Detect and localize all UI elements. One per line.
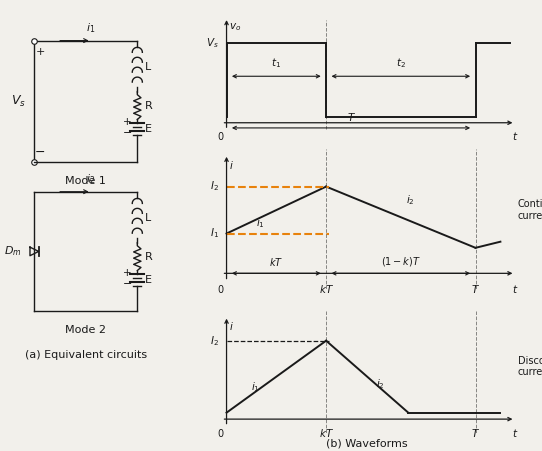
Text: $t$: $t$ xyxy=(512,282,519,295)
Text: L: L xyxy=(145,62,152,72)
Text: $t$: $t$ xyxy=(512,428,519,439)
Text: $kT$: $kT$ xyxy=(319,282,334,295)
Text: $T$: $T$ xyxy=(346,111,356,123)
Text: +: + xyxy=(35,47,45,57)
Text: (a) Equivalent circuits: (a) Equivalent circuits xyxy=(25,350,147,359)
Text: $t_2$: $t_2$ xyxy=(396,56,406,70)
Text: $0$: $0$ xyxy=(217,282,224,295)
Text: +: + xyxy=(122,117,131,127)
Text: $i_2$: $i_2$ xyxy=(376,377,385,391)
Text: +: + xyxy=(122,268,131,278)
Text: Continuous
current: Continuous current xyxy=(518,199,542,221)
Text: $I_2$: $I_2$ xyxy=(210,179,219,193)
Text: $i_1$: $i_1$ xyxy=(256,216,265,230)
Text: $i_2$: $i_2$ xyxy=(86,172,95,186)
Text: L: L xyxy=(145,213,152,223)
Text: E: E xyxy=(145,124,152,134)
Text: $kT$: $kT$ xyxy=(269,256,283,268)
Text: $kT$: $kT$ xyxy=(319,428,334,439)
Text: $-$: $-$ xyxy=(122,277,132,287)
Text: Discontinuous
current: Discontinuous current xyxy=(518,356,542,377)
Text: $v_o$: $v_o$ xyxy=(229,21,241,33)
Text: $V_s$: $V_s$ xyxy=(207,36,219,50)
Text: R: R xyxy=(145,252,153,262)
Text: $T$: $T$ xyxy=(471,428,480,439)
Text: $i_1$: $i_1$ xyxy=(86,21,95,35)
Text: $I_2$: $I_2$ xyxy=(210,334,219,348)
Text: $-$: $-$ xyxy=(35,145,46,157)
Text: Mode 1: Mode 1 xyxy=(66,176,106,186)
Text: $i$: $i$ xyxy=(229,159,234,171)
Text: Mode 2: Mode 2 xyxy=(66,325,106,335)
Text: $-$: $-$ xyxy=(122,126,132,136)
Text: $t$: $t$ xyxy=(512,130,519,142)
Text: $I_1$: $I_1$ xyxy=(210,227,219,240)
Text: R: R xyxy=(145,101,153,110)
Text: E: E xyxy=(145,275,152,285)
Text: $T$: $T$ xyxy=(471,282,480,295)
Text: $0$: $0$ xyxy=(217,428,224,439)
Text: $i_1$: $i_1$ xyxy=(251,381,260,394)
Text: $0$: $0$ xyxy=(217,130,224,142)
Text: $t_1$: $t_1$ xyxy=(272,56,281,70)
Text: $i$: $i$ xyxy=(229,320,234,332)
Text: $i_2$: $i_2$ xyxy=(406,193,415,207)
Text: (b) Waveforms: (b) Waveforms xyxy=(326,439,408,449)
Text: $(1-k)T$: $(1-k)T$ xyxy=(381,255,421,268)
Text: $D_m$: $D_m$ xyxy=(4,244,22,258)
Text: $V_s$: $V_s$ xyxy=(11,94,26,109)
